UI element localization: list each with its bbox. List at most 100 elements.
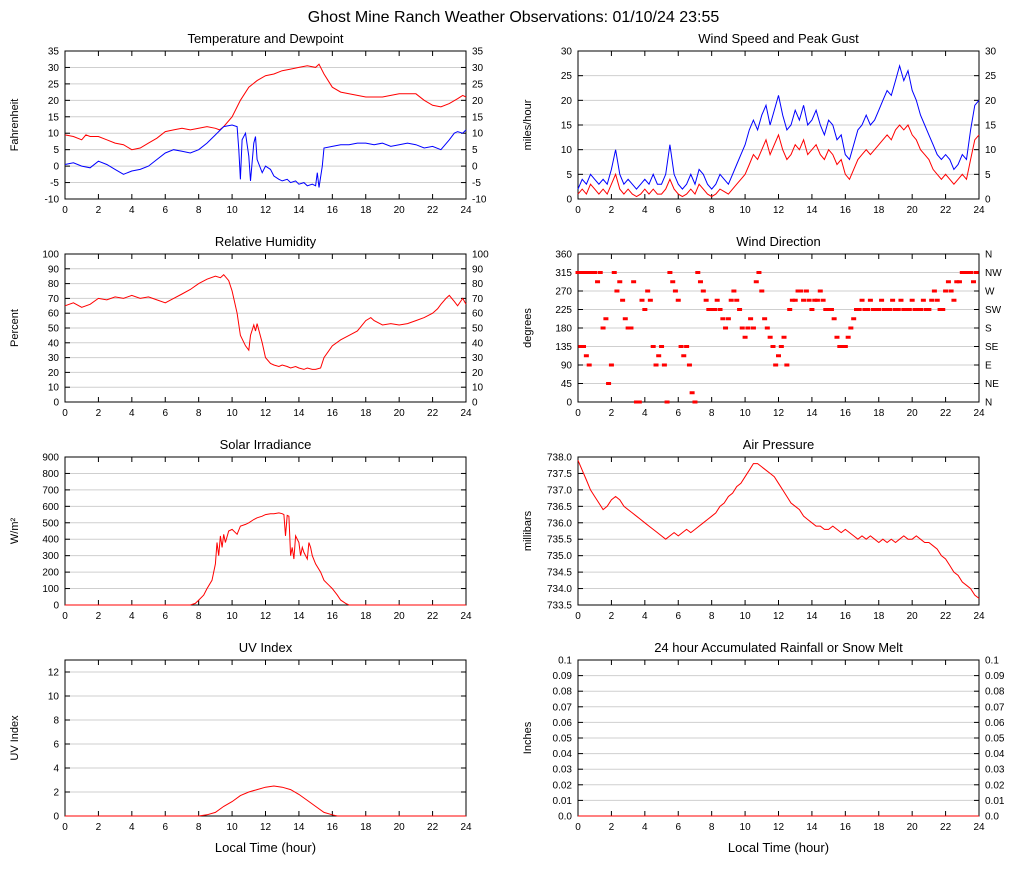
svg-text:6: 6 bbox=[162, 205, 168, 216]
svg-text:0.01: 0.01 bbox=[985, 796, 1005, 807]
svg-text:20: 20 bbox=[393, 611, 405, 622]
svg-text:24: 24 bbox=[460, 205, 472, 216]
svg-text:0.04: 0.04 bbox=[552, 749, 572, 760]
svg-text:5: 5 bbox=[53, 145, 59, 156]
svg-text:15: 15 bbox=[472, 112, 484, 123]
svg-text:734.0: 734.0 bbox=[546, 584, 571, 595]
svg-text:10: 10 bbox=[739, 408, 751, 419]
svg-text:18: 18 bbox=[360, 822, 372, 833]
svg-text:0.1: 0.1 bbox=[558, 656, 572, 667]
svg-text:15: 15 bbox=[985, 121, 997, 132]
svg-text:20: 20 bbox=[560, 96, 572, 107]
svg-text:0.05: 0.05 bbox=[985, 734, 1005, 745]
svg-text:8: 8 bbox=[708, 822, 714, 833]
svg-text:N: N bbox=[985, 398, 992, 409]
svg-text:0: 0 bbox=[575, 822, 581, 833]
svg-text:10: 10 bbox=[226, 205, 238, 216]
svg-text:2: 2 bbox=[608, 611, 614, 622]
svg-text:737.0: 737.0 bbox=[546, 485, 571, 496]
svg-text:0: 0 bbox=[575, 611, 581, 622]
svg-text:8: 8 bbox=[708, 408, 714, 419]
svg-text:5: 5 bbox=[566, 170, 572, 181]
chart-air-pressure: 733.5 734.0 734.5 735.0 735.5 736.0 736.5 737.0… bbox=[518, 437, 1023, 638]
svg-text:6: 6 bbox=[675, 408, 681, 419]
svg-text:Air Pressure: Air Pressure bbox=[742, 437, 814, 452]
svg-text:30: 30 bbox=[47, 63, 59, 74]
svg-text:0: 0 bbox=[53, 398, 59, 409]
svg-text:18: 18 bbox=[360, 611, 372, 622]
svg-text:0.06: 0.06 bbox=[985, 718, 1005, 729]
svg-text:90: 90 bbox=[560, 361, 572, 372]
svg-text:734.5: 734.5 bbox=[546, 568, 571, 579]
svg-text:miles/hour: miles/hour bbox=[522, 99, 534, 150]
svg-text:735.5: 735.5 bbox=[546, 535, 571, 546]
svg-text:5: 5 bbox=[472, 145, 478, 156]
svg-text:60: 60 bbox=[47, 309, 59, 320]
svg-text:2: 2 bbox=[95, 205, 101, 216]
svg-text:UV Index: UV Index bbox=[9, 715, 21, 761]
svg-text:N: N bbox=[985, 250, 992, 261]
svg-text:20: 20 bbox=[393, 205, 405, 216]
svg-text:30: 30 bbox=[560, 47, 572, 58]
svg-text:16: 16 bbox=[326, 408, 338, 419]
svg-text:0: 0 bbox=[53, 812, 59, 823]
svg-text:10: 10 bbox=[739, 611, 751, 622]
svg-text:0: 0 bbox=[62, 408, 68, 419]
svg-text:14: 14 bbox=[293, 408, 305, 419]
svg-text:16: 16 bbox=[839, 611, 851, 622]
svg-text:0.04: 0.04 bbox=[985, 749, 1005, 760]
svg-text:735.0: 735.0 bbox=[546, 551, 571, 562]
svg-text:360: 360 bbox=[555, 250, 572, 261]
svg-text:14: 14 bbox=[293, 205, 305, 216]
svg-text:15: 15 bbox=[47, 112, 59, 123]
svg-text:0.02: 0.02 bbox=[985, 780, 1005, 791]
svg-text:4: 4 bbox=[642, 408, 648, 419]
svg-text:0: 0 bbox=[53, 162, 59, 173]
svg-text:80: 80 bbox=[47, 279, 59, 290]
charts-grid: -10 -10 -5 -5 0 0 5 5 10 10 15 15 20 20 25 25 30 30 35 35 0 2… bbox=[0, 31, 1027, 865]
svg-text:18: 18 bbox=[873, 611, 885, 622]
svg-text:12: 12 bbox=[772, 611, 784, 622]
svg-text:24: 24 bbox=[973, 611, 985, 622]
svg-text:16: 16 bbox=[326, 822, 338, 833]
svg-text:18: 18 bbox=[360, 205, 372, 216]
svg-text:24: 24 bbox=[460, 408, 472, 419]
svg-text:30: 30 bbox=[47, 353, 59, 364]
svg-text:4: 4 bbox=[129, 205, 135, 216]
svg-text:Local Time (hour): Local Time (hour) bbox=[727, 840, 828, 855]
svg-text:6: 6 bbox=[162, 611, 168, 622]
svg-text:Relative Humidity: Relative Humidity bbox=[214, 234, 316, 249]
svg-text:16: 16 bbox=[839, 205, 851, 216]
svg-text:0: 0 bbox=[575, 408, 581, 419]
svg-text:8: 8 bbox=[195, 408, 201, 419]
svg-text:200: 200 bbox=[42, 568, 59, 579]
svg-text:40: 40 bbox=[472, 338, 484, 349]
svg-text:35: 35 bbox=[47, 47, 59, 58]
svg-text:0.0: 0.0 bbox=[558, 812, 572, 823]
svg-text:10: 10 bbox=[985, 145, 997, 156]
svg-text:12: 12 bbox=[47, 668, 59, 679]
svg-text:900: 900 bbox=[42, 453, 59, 464]
svg-text:0.07: 0.07 bbox=[552, 702, 572, 713]
svg-text:270: 270 bbox=[555, 287, 572, 298]
svg-text:0: 0 bbox=[985, 195, 991, 206]
svg-text:NW: NW bbox=[985, 268, 1002, 279]
svg-text:12: 12 bbox=[259, 408, 271, 419]
svg-text:10: 10 bbox=[739, 822, 751, 833]
svg-text:0.06: 0.06 bbox=[552, 718, 572, 729]
svg-text:0: 0 bbox=[472, 398, 478, 409]
svg-text:Percent: Percent bbox=[9, 309, 21, 347]
svg-text:Local Time (hour): Local Time (hour) bbox=[214, 840, 315, 855]
svg-text:0: 0 bbox=[472, 162, 478, 173]
svg-text:30: 30 bbox=[472, 353, 484, 364]
svg-text:W: W bbox=[985, 287, 995, 298]
svg-text:24 hour Accumulated Rainfall o: 24 hour Accumulated Rainfall or Snow Mel… bbox=[654, 640, 903, 655]
svg-text:20: 20 bbox=[906, 822, 918, 833]
svg-text:20: 20 bbox=[393, 408, 405, 419]
svg-text:22: 22 bbox=[427, 408, 439, 419]
svg-text:4: 4 bbox=[642, 205, 648, 216]
svg-text:0: 0 bbox=[62, 822, 68, 833]
svg-text:2: 2 bbox=[53, 788, 59, 799]
svg-text:-5: -5 bbox=[50, 178, 59, 189]
